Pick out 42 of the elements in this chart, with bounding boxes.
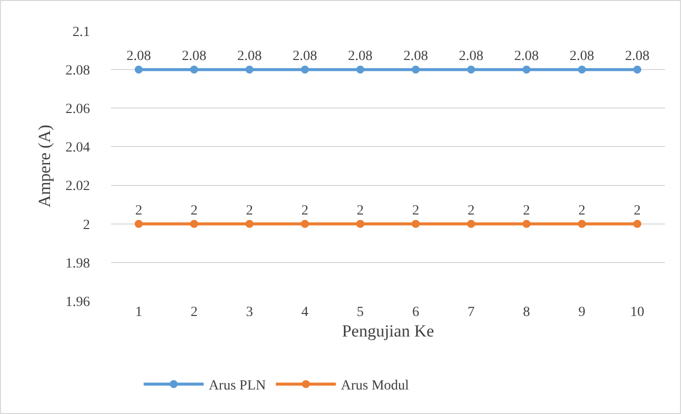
data-label: 2 (301, 203, 308, 218)
data-label: 2.08 (458, 49, 484, 64)
data-label: 2 (523, 203, 530, 218)
data-label: 2 (412, 203, 420, 218)
x-tick-label: 4 (301, 305, 308, 320)
y-axis-title: Ampere (A) (35, 124, 54, 208)
y-tick-label: 2.1 (72, 24, 90, 40)
y-tick-label: 2.04 (66, 140, 90, 156)
data-label: 2.08 (625, 49, 650, 64)
data-label: 2.08 (237, 49, 262, 64)
data-label: 2 (468, 203, 475, 218)
data-label: 2 (135, 203, 142, 218)
x-tick-label: 2 (190, 305, 198, 320)
x-axis-title: Pengujian Ke (342, 321, 434, 340)
data-label: 2 (246, 203, 253, 218)
y-tick-label: 2 (83, 218, 90, 233)
legend-label: Arus Modul (340, 378, 410, 394)
x-tick-label: 6 (412, 305, 420, 320)
data-label: 2 (578, 203, 586, 218)
y-tick-label: 2.02 (66, 179, 90, 194)
x-tick-label: 9 (578, 305, 586, 320)
y-tick-label: 1.96 (66, 294, 90, 310)
data-label: 2.08 (403, 49, 428, 64)
data-label: 2 (356, 203, 364, 218)
data-label: 2.08 (182, 49, 206, 64)
x-tick-label: 10 (630, 305, 644, 320)
data-label: 2.08 (348, 49, 373, 64)
data-label: 2.08 (292, 49, 318, 64)
y-tick-label: 2.08 (66, 63, 90, 78)
x-tick-label: 7 (468, 305, 475, 320)
data-label: 2 (190, 203, 198, 218)
x-tick-label: 5 (356, 305, 364, 320)
data-label: 2 (634, 203, 641, 218)
data-label: 2.08 (514, 49, 539, 64)
y-tick-label: 1.98 (66, 256, 90, 272)
legend-label: Arus PLN (208, 378, 266, 394)
y-tick-label: 2.06 (66, 102, 90, 118)
x-tick-label: 1 (135, 305, 142, 320)
x-tick-label: 8 (523, 305, 530, 320)
x-tick-label: 3 (246, 305, 253, 320)
data-label: 2.08 (126, 49, 151, 64)
data-label: 2.08 (570, 49, 594, 64)
